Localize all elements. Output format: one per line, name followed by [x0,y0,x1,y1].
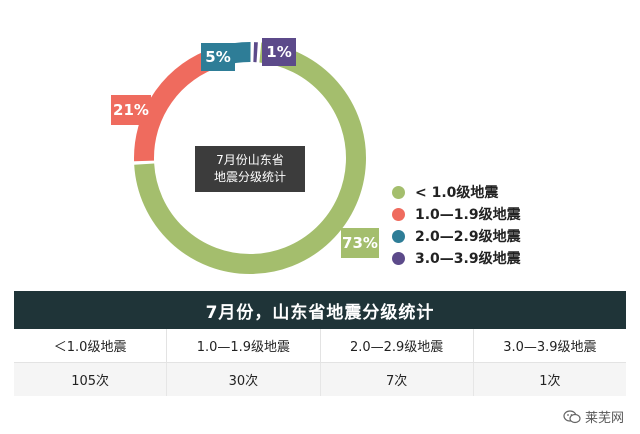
table-value-cell: 7次 [319,363,473,396]
table-value-cell: 1次 [472,363,626,396]
legend-label-1to2: 1.0—1.9级地震 [415,207,521,223]
legend-swatch-3to4 [392,251,405,265]
donut-chart [111,38,379,274]
legend-swatch-1to2 [392,207,405,221]
legend-swatch-2to3 [392,229,405,243]
table-header-cell: 1.0—1.9级地震 [166,329,319,362]
legend-label-3to4: 3.0—3.9级地震 [415,251,521,267]
table-header-cell: 3.0—3.9级地震 [472,329,626,362]
table-title: 7月份，山东省地震分级统计 [14,291,626,329]
wechat-icon [563,409,581,423]
pct-badge-bg-2to3 [201,43,235,71]
watermark: 莱芜网 [563,407,624,426]
pct-badge-bg-1to2 [111,95,151,125]
pct-badge-lt1: 73% [342,234,378,252]
pct-badge-2to3: 5% [205,48,231,66]
legend-label-2to3: 2.0—2.9级地震 [415,229,521,245]
table-value-cell: 105次 [71,374,110,389]
stats-table: 7月份，山东省地震分级统计 ＜1.0级地震 1.0—1.9级地震 2.0—2.9… [14,291,626,396]
chart-legend: < 1.0级地震 1.0—1.9级地震 2.0—2.9级地震 3.0—3.9级地… [392,182,521,270]
legend-label-lt1: < 1.0级地震 [415,185,499,201]
legend-item-2to3: 2.0—2.9级地震 [392,226,521,246]
pct-badge-bg-3to4 [262,38,296,66]
table-value-row: 105次 30次 7次 1次 [14,363,626,396]
legend-item-1to2: 1.0—1.9级地震 [392,204,521,224]
table-value-cell: 30次 [166,363,319,396]
legend-item-lt1: < 1.0级地震 [392,182,521,202]
table-header-cell: 2.0—2.9级地震 [319,329,473,362]
table-header-cell: ＜1.0级地震 [53,340,127,355]
pct-badge-3to4: 1% [266,43,292,61]
center-label-line2: 地震分级统计 [213,170,286,184]
legend-item-3to4: 3.0—3.9级地震 [392,248,521,268]
watermark-text: 莱芜网 [584,411,624,426]
legend-swatch-lt1 [392,185,405,199]
table-header-row: ＜1.0级地震 1.0—1.9级地震 2.0—2.9级地震 3.0—3.9级地震 [14,329,626,363]
center-label-line1: 7月份山东省 [216,153,284,167]
donut-slice-lt1 [134,42,366,274]
pct-badge-1to2: 21% [113,101,149,119]
pct-badge-bg-lt1 [341,228,379,258]
chart-center-label: 7月份山东省 地震分级统计 [195,146,305,192]
